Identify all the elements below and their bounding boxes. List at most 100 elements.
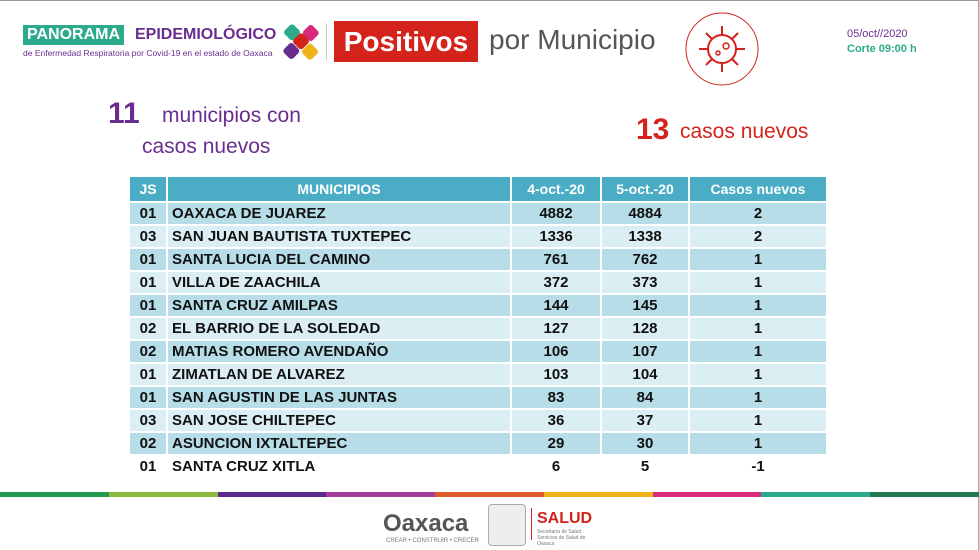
cutoff-time: Corte 09:00 h: [847, 43, 917, 55]
footer-divider: [531, 508, 532, 540]
oct5-cell: 128: [601, 316, 690, 340]
js-cell: 01: [130, 270, 168, 294]
title-positivos: Positivos: [334, 21, 478, 62]
oct5-cell: 1338: [601, 224, 690, 248]
color-stripe: [108, 492, 219, 497]
brand-epidemiologico: EPIDEMIOLÓGICO: [135, 26, 277, 43]
js-cell: 02: [130, 316, 168, 340]
oct4-cell: 83: [511, 385, 602, 409]
casos-nuevos-cell: 1: [689, 385, 828, 409]
table-row: 02 ASUNCION IXTALTEPEC 29 30 1: [130, 431, 828, 455]
casos-count: 13: [636, 113, 670, 146]
salud-logo: SALUD: [537, 510, 593, 527]
oct4-cell: 106: [511, 339, 602, 363]
municipio-cell: MATIAS ROMERO AVENDAÑO: [167, 339, 512, 363]
divider: [326, 24, 327, 60]
color-stripe: [435, 492, 545, 497]
oct4-cell: 6: [511, 454, 602, 477]
oct5-cell: 107: [601, 339, 690, 363]
report-date: 05/oct//2020: [847, 28, 908, 40]
table-row: 03 SAN JOSE CHILTEPEC 36 37 1: [130, 408, 828, 432]
oct5-cell: 5: [601, 454, 690, 477]
title-por-municipio: por Municipio: [489, 24, 656, 55]
oct5-cell: 84: [601, 385, 690, 409]
oct5-cell: 30: [601, 431, 690, 455]
oaxaca-slogan: CREAR • CONSTRUIR • CRECER: [386, 538, 479, 544]
oct4-cell: 372: [511, 270, 602, 294]
table-row: 02 MATIAS ROMERO AVENDAÑO 106 107 1: [130, 339, 828, 363]
table-row: 01 ZIMATLAN DE ALVAREZ 103 104 1: [130, 362, 828, 386]
casos-nuevos-cell: 1: [689, 362, 828, 386]
js-cell: 02: [130, 431, 168, 455]
col-5oct: 5-oct.-20: [601, 177, 690, 202]
municipio-cell: SAN AGUSTIN DE LAS JUNTAS: [167, 385, 512, 409]
color-stripe: [870, 492, 979, 497]
municipios-label: municipios con: [162, 104, 301, 127]
municipio-cell: EL BARRIO DE LA SOLEDAD: [167, 316, 512, 340]
col-js: JS: [130, 177, 168, 202]
municipio-cell: VILLA DE ZAACHILA: [167, 270, 512, 294]
municipio-cell: ZIMATLAN DE ALVAREZ: [167, 362, 512, 386]
color-stripe: [326, 492, 437, 497]
municipio-cell: ASUNCION IXTALTEPEC: [167, 431, 512, 455]
oct4-cell: 29: [511, 431, 602, 455]
js-cell: 01: [130, 293, 168, 317]
casos-nuevos-cell: 1: [689, 408, 828, 432]
table-row: 02 EL BARRIO DE LA SOLEDAD 127 128 1: [130, 316, 828, 340]
municipio-cell: SANTA LUCIA DEL CAMINO: [167, 247, 512, 271]
brand-subtitle: de Enfermedad Respiratoria por Covid-19 …: [23, 48, 273, 58]
table-row: 03 SAN JUAN BAUTISTA TUXTEPEC 1336 1338 2: [130, 224, 828, 248]
municipio-cell: SANTA CRUZ XITLA: [167, 454, 512, 477]
top-border: [0, 0, 979, 1]
municipio-cell: SAN JUAN BAUTISTA TUXTEPEC: [167, 224, 512, 248]
oct5-cell: 145: [601, 293, 690, 317]
color-stripe: [761, 492, 872, 497]
js-cell: 03: [130, 408, 168, 432]
oct4-cell: 103: [511, 362, 602, 386]
color-stripe: [652, 492, 763, 497]
oct4-cell: 127: [511, 316, 602, 340]
color-stripe: [543, 492, 654, 497]
casos-label: casos nuevos: [680, 120, 809, 143]
oct4-cell: 36: [511, 408, 602, 432]
brand-panorama: PANORAMA: [23, 25, 125, 45]
table-row: 01 SAN AGUSTIN DE LAS JUNTAS 83 84 1: [130, 385, 828, 409]
casos-nuevos-cell: -1: [689, 454, 828, 477]
col-4oct: 4-oct.-20: [511, 177, 602, 202]
municipios-count: 11: [108, 97, 140, 130]
casos-nuevos-cell: 2: [689, 224, 828, 248]
table-row: 01 SANTA LUCIA DEL CAMINO 761 762 1: [130, 247, 828, 271]
casos-nuevos-cell: 1: [689, 339, 828, 363]
color-stripe: [217, 492, 328, 497]
js-cell: 02: [130, 339, 168, 363]
js-cell: 01: [130, 454, 168, 477]
table-row: 01 SANTA CRUZ XITLA 6 5 -1: [130, 454, 828, 477]
js-cell: 01: [130, 362, 168, 386]
municipio-cell: SAN JOSE CHILTEPEC: [167, 408, 512, 432]
oct5-cell: 4884: [601, 201, 690, 225]
casos-nuevos-cell: 2: [689, 201, 828, 225]
js-cell: 03: [130, 224, 168, 248]
casos-nuevos-cell: 1: [689, 431, 828, 455]
table-row: 01 OAXACA DE JUAREZ 4882 4884 2: [130, 201, 828, 225]
oct5-cell: 37: [601, 408, 690, 432]
js-cell: 01: [130, 247, 168, 271]
col-casos-nuevos: Casos nuevos: [689, 177, 828, 202]
municipio-cell: OAXACA DE JUAREZ: [167, 201, 512, 225]
oct5-cell: 762: [601, 247, 690, 271]
col-municipios: MUNICIPIOS: [167, 177, 512, 202]
municipio-cell: SANTA CRUZ AMILPAS: [167, 293, 512, 317]
js-cell: 01: [130, 201, 168, 225]
casos-nuevos-cell: 1: [689, 316, 828, 340]
table-row: 01 SANTA CRUZ AMILPAS 144 145 1: [130, 293, 828, 317]
casos-nuevos-cell: 1: [689, 270, 828, 294]
casos-nuevos-cell: 1: [689, 247, 828, 271]
casos-nuevos-cell: 1: [689, 293, 828, 317]
oaxaca-logo: Oaxaca: [383, 510, 469, 537]
virus-icon: [685, 12, 759, 86]
oct4-cell: 761: [511, 247, 602, 271]
salud-subtitle: Secretaría de Salud · Servicios de Salud…: [537, 529, 586, 547]
municipios-label-2: casos nuevos: [142, 135, 271, 158]
js-cell: 01: [130, 385, 168, 409]
state-seal-icon: [488, 504, 526, 546]
